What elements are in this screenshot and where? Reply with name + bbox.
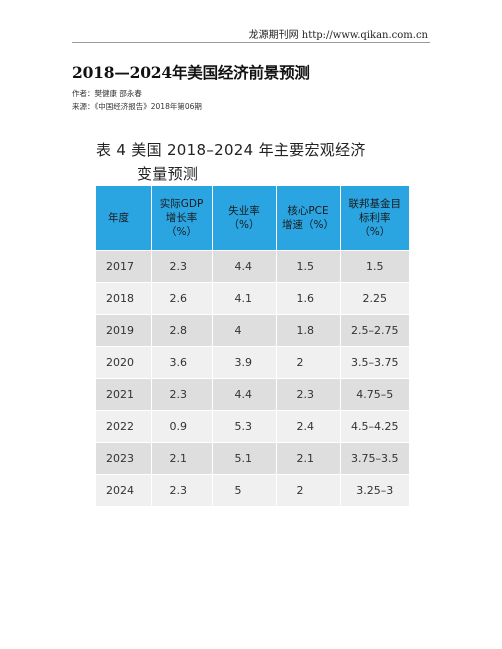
cell-fed-funds-rate: 2.25 bbox=[340, 282, 409, 315]
cell-unemployment: 4 bbox=[212, 314, 277, 347]
site-header-text: 龙源期刊网 http://www.qikan.com.cn bbox=[248, 30, 428, 41]
cell-gdp-growth: 3.6 bbox=[151, 346, 213, 379]
header-gdp-growth: 实际GDP 增长率 （%） bbox=[151, 186, 213, 251]
cell-fed-funds-rate: 3.75–3.5 bbox=[340, 442, 409, 475]
cell-gdp-growth: 2.3 bbox=[151, 474, 213, 506]
table-row: 2023 2.1 5.1 2.1 3.75–3.5 bbox=[96, 442, 409, 475]
cell-core-pce: 2.4 bbox=[276, 410, 341, 443]
table-caption-line2: 变量预测 bbox=[137, 165, 199, 183]
cell-fed-funds-rate: 2.5–2.75 bbox=[340, 314, 409, 347]
cell-unemployment: 5.3 bbox=[212, 410, 277, 443]
table-row: 2024 2.3 5 2 3.25–3 bbox=[96, 474, 409, 506]
article-title: 2018—2024年美国经济前景预测 bbox=[72, 63, 310, 82]
header-core-pce: 核心PCE 增速（%） bbox=[276, 186, 341, 251]
cell-year: 2017 bbox=[96, 250, 152, 283]
cell-gdp-growth: 2.3 bbox=[151, 378, 213, 411]
header-fed-funds-rate: 联邦基金目 标利率 （%） bbox=[340, 186, 409, 251]
cell-core-pce: 1.8 bbox=[276, 314, 341, 347]
cell-fed-funds-rate: 1.5 bbox=[340, 250, 409, 283]
cell-year: 2023 bbox=[96, 442, 152, 475]
table-row: 2021 2.3 4.4 2.3 4.75–5 bbox=[96, 378, 409, 411]
cell-unemployment: 4.1 bbox=[212, 282, 277, 315]
cell-year: 2024 bbox=[96, 474, 152, 506]
article-source: 来源：《中国经济报告》2018年第06期 bbox=[72, 102, 202, 111]
cell-year: 2019 bbox=[96, 314, 152, 347]
forecast-table: 年度 实际GDP 增长率 （%） 失业率 （%） 核心PCE 增速（%） 联邦基… bbox=[96, 186, 409, 506]
article-author: 作者：樊健康 邵永春 bbox=[72, 89, 142, 98]
header-year: 年度 bbox=[96, 186, 152, 251]
header-divider bbox=[72, 42, 430, 43]
cell-core-pce: 2.3 bbox=[276, 378, 341, 411]
cell-unemployment: 4.4 bbox=[212, 250, 277, 283]
cell-gdp-growth: 2.3 bbox=[151, 250, 213, 283]
cell-year: 2020 bbox=[96, 346, 152, 379]
table-row: 2019 2.8 4 1.8 2.5–2.75 bbox=[96, 314, 409, 347]
cell-unemployment: 5.1 bbox=[212, 442, 277, 475]
table-row: 2020 3.6 3.9 2 3.5–3.75 bbox=[96, 346, 409, 379]
cell-fed-funds-rate: 4.75–5 bbox=[340, 378, 409, 411]
header-unemployment: 失业率 （%） bbox=[212, 186, 277, 251]
cell-gdp-growth: 2.6 bbox=[151, 282, 213, 315]
cell-fed-funds-rate: 3.5–3.75 bbox=[340, 346, 409, 379]
table-header-row: 年度 实际GDP 增长率 （%） 失业率 （%） 核心PCE 增速（%） 联邦基… bbox=[96, 186, 409, 251]
cell-core-pce: 1.6 bbox=[276, 282, 341, 315]
cell-unemployment: 4.4 bbox=[212, 378, 277, 411]
cell-unemployment: 5 bbox=[212, 474, 277, 506]
cell-gdp-growth: 2.1 bbox=[151, 442, 213, 475]
cell-core-pce: 2 bbox=[276, 346, 341, 379]
cell-fed-funds-rate: 3.25–3 bbox=[340, 474, 409, 506]
cell-year: 2022 bbox=[96, 410, 152, 443]
cell-gdp-growth: 2.8 bbox=[151, 314, 213, 347]
cell-core-pce: 1.5 bbox=[276, 250, 341, 283]
cell-unemployment: 3.9 bbox=[212, 346, 277, 379]
cell-gdp-growth: 0.9 bbox=[151, 410, 213, 443]
cell-core-pce: 2.1 bbox=[276, 442, 341, 475]
table-row: 2017 2.3 4.4 1.5 1.5 bbox=[96, 250, 409, 283]
table-caption-line1: 表 4 美国 2018–2024 年主要宏观经济 bbox=[96, 141, 366, 159]
cell-year: 2021 bbox=[96, 378, 152, 411]
cell-year: 2018 bbox=[96, 282, 152, 315]
cell-core-pce: 2 bbox=[276, 474, 341, 506]
table-row: 2018 2.6 4.1 1.6 2.25 bbox=[96, 282, 409, 315]
cell-fed-funds-rate: 4.5–4.25 bbox=[340, 410, 409, 443]
table-row: 2022 0.9 5.3 2.4 4.5–4.25 bbox=[96, 410, 409, 443]
